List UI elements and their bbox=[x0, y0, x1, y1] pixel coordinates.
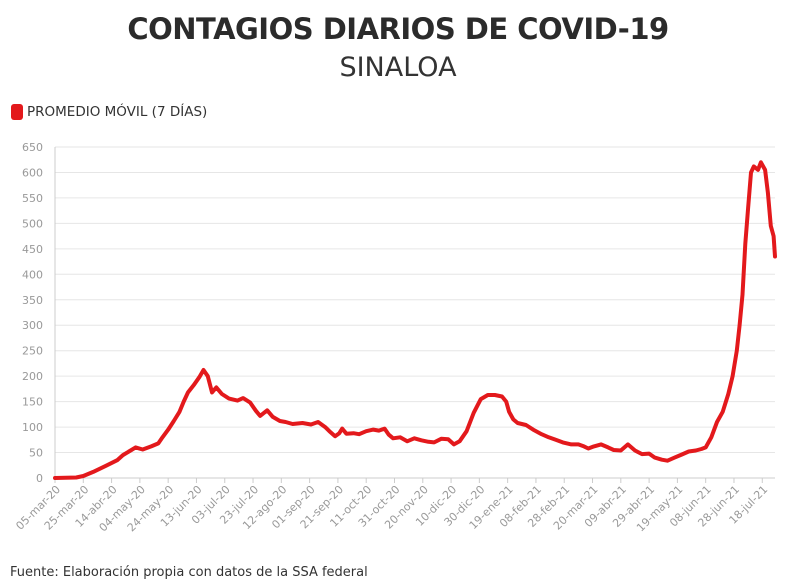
y-tick-label: 50 bbox=[29, 447, 43, 460]
y-tick-label: 650 bbox=[22, 141, 43, 154]
y-tick-label: 150 bbox=[22, 396, 43, 409]
y-tick-label: 250 bbox=[22, 345, 43, 358]
gridlines bbox=[54, 146, 775, 479]
y-tick-label: 550 bbox=[22, 192, 43, 205]
y-tick-label: 0 bbox=[36, 472, 43, 485]
y-tick-label: 600 bbox=[22, 166, 43, 179]
y-axis-ticks: 0 50 100 150 200 250 300 350 400 450 500 550 600 650 bbox=[22, 141, 43, 485]
y-tick-label: 200 bbox=[22, 370, 43, 383]
y-tick-label: 500 bbox=[22, 217, 43, 230]
source-note: Fuente: Elaboración propia con datos de … bbox=[10, 565, 368, 580]
y-tick-label: 350 bbox=[22, 294, 43, 307]
legend: PROMEDIO MÓVIL (7 DÍAS) bbox=[11, 104, 207, 120]
y-tick-label: 100 bbox=[22, 421, 43, 434]
x-axis-ticks: 05-mar-2025-mar-2014-abr-2004-may-2024-m… bbox=[13, 478, 770, 534]
y-tick-label: 300 bbox=[22, 319, 43, 332]
y-tick-label: 450 bbox=[22, 243, 43, 256]
legend-swatch bbox=[11, 104, 23, 120]
series-layer bbox=[53, 160, 777, 480]
series-line bbox=[53, 160, 777, 480]
chart-subtitle: SINALOA bbox=[339, 52, 457, 83]
y-tick-label: 400 bbox=[22, 268, 43, 281]
chart-title: CONTAGIOS DIARIOS DE COVID-19 bbox=[127, 12, 669, 46]
legend-label: PROMEDIO MÓVIL (7 DÍAS) bbox=[27, 104, 208, 120]
